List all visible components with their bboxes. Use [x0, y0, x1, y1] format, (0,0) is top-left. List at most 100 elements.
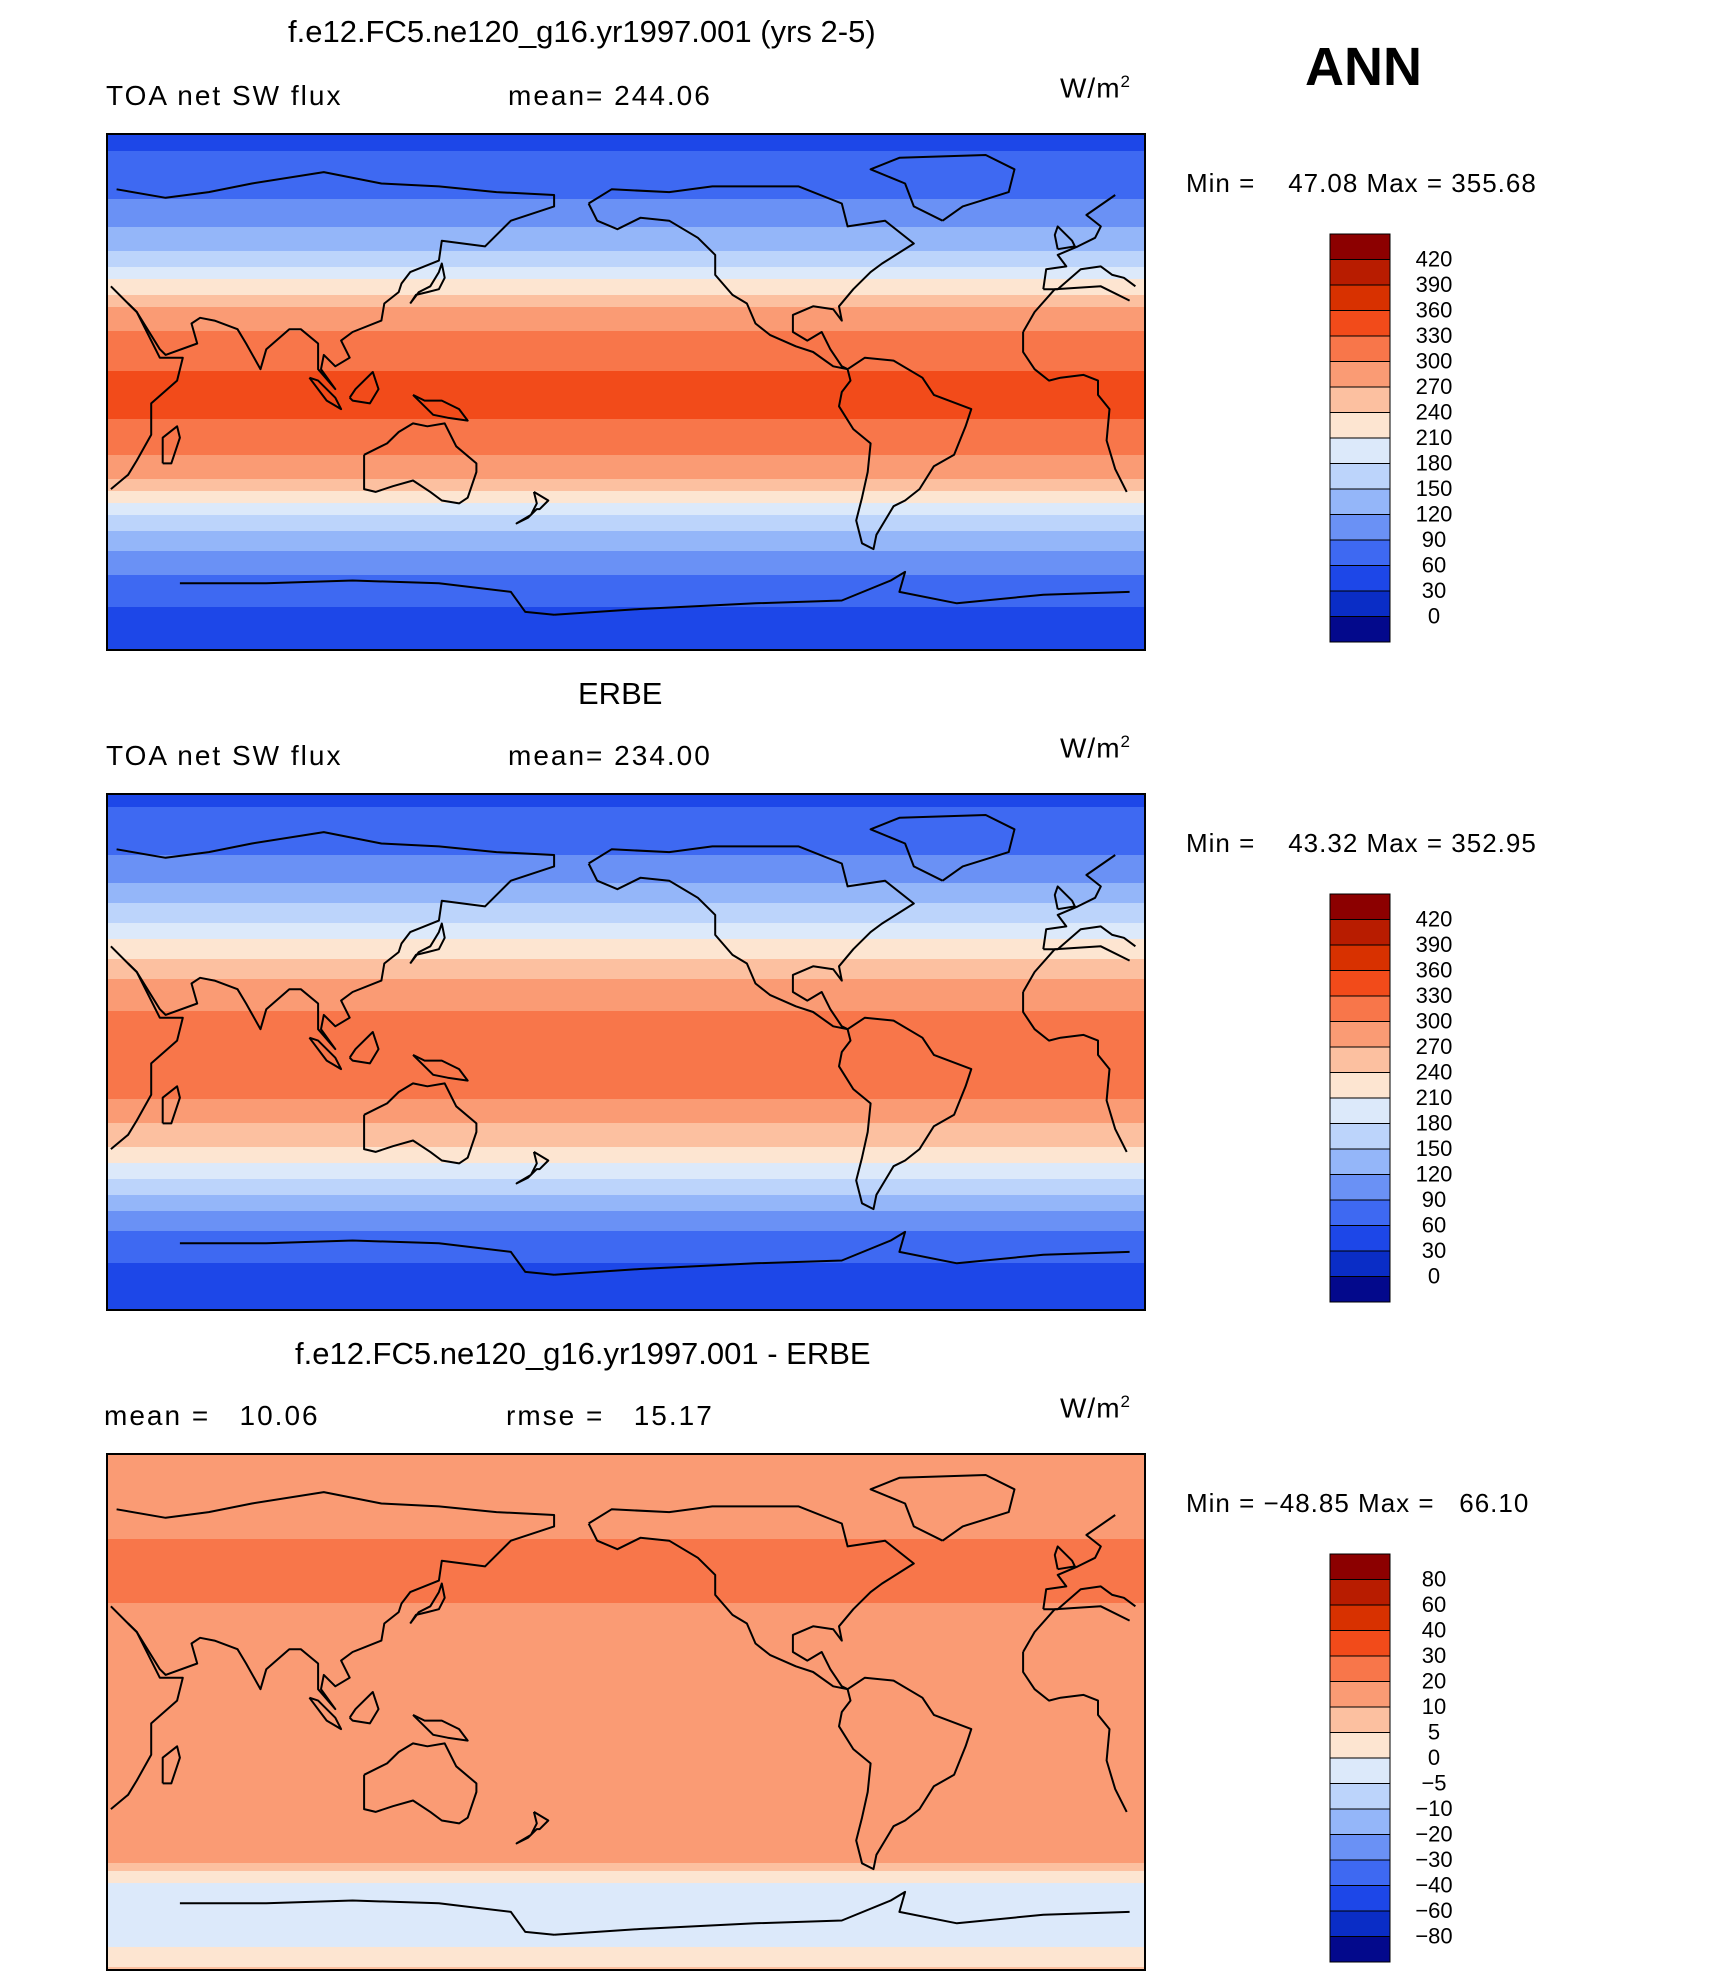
colorbar-level-label: 210: [1416, 1085, 1453, 1110]
coastline-australia: [363, 1742, 478, 1825]
field-band: [108, 255, 1144, 260]
field-band: [108, 1711, 1144, 1716]
coastline-japan: [409, 262, 446, 305]
field-band: [108, 383, 1144, 388]
panel2-map: [106, 793, 1146, 1311]
field-band: [108, 1035, 1144, 1040]
field-band: [108, 1751, 1144, 1756]
field-band: [108, 1591, 1144, 1596]
panel3-map: [106, 1453, 1146, 1971]
colorbar-box: [1329, 1250, 1391, 1277]
field-band: [108, 1783, 1144, 1788]
field-band: [108, 1011, 1144, 1016]
field-band: [108, 1187, 1144, 1192]
colorbar-box: [1329, 893, 1391, 920]
field-band: [108, 1603, 1144, 1608]
field-band: [108, 1467, 1144, 1472]
field-band: [108, 1663, 1144, 1668]
field-band: [108, 275, 1144, 280]
colorbar-box: [1329, 1655, 1391, 1682]
colorbar-level-label: 300: [1416, 1009, 1453, 1034]
field-band: [108, 807, 1144, 812]
field-band: [108, 239, 1144, 244]
panel2-max-label: Max =: [1366, 828, 1444, 858]
coastline-uk: [1053, 225, 1076, 251]
colorbar-box: [1329, 361, 1391, 388]
field-band: [108, 1827, 1144, 1832]
field-band: [108, 1235, 1144, 1240]
field-band: [108, 1667, 1144, 1672]
colorbar-box: [1329, 1123, 1391, 1150]
colorbar-box: [1329, 259, 1391, 286]
field-band: [108, 1939, 1144, 1944]
field-band: [108, 243, 1144, 248]
field-band: [108, 1527, 1144, 1532]
colorbar-box: [1329, 1021, 1391, 1048]
field-band: [108, 195, 1144, 200]
field-band: [108, 1171, 1144, 1176]
field-band: [108, 1075, 1144, 1080]
field-band: [108, 1139, 1144, 1144]
field-band: [108, 251, 1144, 256]
colorbar-level-label: 150: [1416, 1136, 1453, 1161]
field-band: [108, 1099, 1144, 1104]
field-band: [108, 635, 1144, 640]
colorbar-level-label: 210: [1416, 425, 1453, 450]
colorbar-level-label: −80: [1415, 1924, 1452, 1949]
field-band: [108, 1919, 1144, 1924]
field-band: [108, 1643, 1144, 1648]
field-band: [108, 1899, 1144, 1904]
field-band: [108, 827, 1144, 832]
coastline-madagascar: [161, 1745, 181, 1785]
field-band: [108, 463, 1144, 468]
field-band: [108, 1143, 1144, 1148]
field-band: [108, 951, 1144, 956]
field-band: [108, 627, 1144, 632]
colorbar-level-label: 240: [1416, 1060, 1453, 1085]
field-band: [108, 375, 1144, 380]
field-band: [108, 419, 1144, 424]
colorbar-box: [1329, 1757, 1391, 1784]
field-band: [108, 1671, 1144, 1676]
coastline-madagascar: [161, 425, 181, 465]
colorbar-box: [1329, 1199, 1391, 1226]
field-band: [108, 1795, 1144, 1800]
field-band: [108, 391, 1144, 396]
field-band: [108, 987, 1144, 992]
field-band: [108, 623, 1144, 628]
field-band: [108, 451, 1144, 456]
field-band: [108, 1303, 1144, 1308]
field-band: [108, 995, 1144, 1000]
field-band: [108, 1947, 1144, 1952]
field-band: [108, 339, 1144, 344]
field-band: [108, 1647, 1144, 1652]
field-band: [108, 1151, 1144, 1156]
colorbar-level-label: 60: [1422, 1592, 1446, 1617]
coastline-borneo: [348, 371, 380, 405]
colorbar-level-label: 30: [1422, 1643, 1446, 1668]
coastline-japan: [409, 1582, 446, 1625]
field-band: [108, 471, 1144, 476]
coastline-eurasia: [110, 171, 1136, 391]
field-band: [108, 1483, 1144, 1488]
coastline-borneo: [348, 1691, 380, 1725]
field-band: [108, 1503, 1144, 1508]
field-band: [108, 1247, 1144, 1252]
colorbar-level-label: 30: [1422, 1238, 1446, 1263]
colorbar-box: [1329, 1630, 1391, 1657]
colorbar-box: [1329, 1579, 1391, 1606]
field-band: [108, 435, 1144, 440]
field-band: [108, 919, 1144, 924]
field-band: [108, 287, 1144, 292]
field-band: [108, 1147, 1144, 1152]
colorbar-box: [1329, 488, 1391, 515]
field-band: [108, 147, 1144, 152]
field-band: [108, 1699, 1144, 1704]
colorbar-box: [1329, 1225, 1391, 1252]
field-band: [108, 855, 1144, 860]
coastline-north-america: [587, 185, 915, 371]
colorbar-level-label: 270: [1416, 374, 1453, 399]
panel1-map: [106, 133, 1146, 651]
field-band: [108, 1831, 1144, 1836]
colorbar-box: [1329, 1097, 1391, 1124]
